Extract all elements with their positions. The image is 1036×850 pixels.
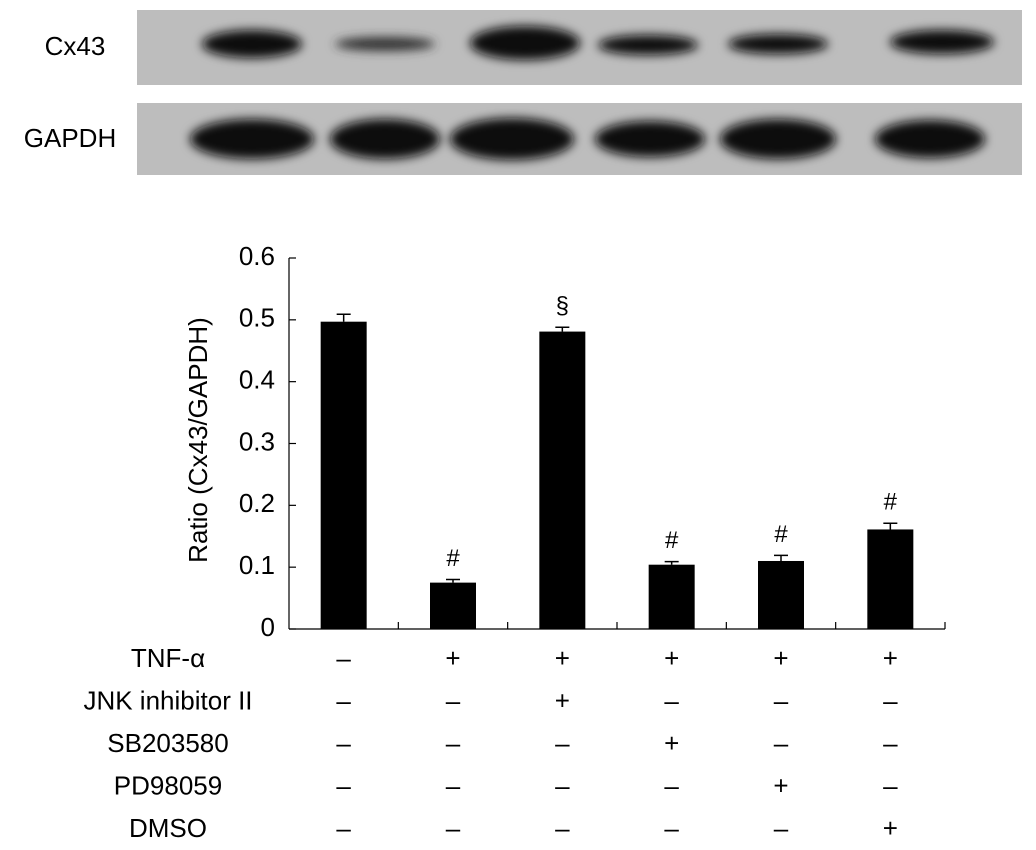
treatment-sign: –	[555, 770, 570, 800]
error-bar	[336, 313, 351, 322]
significance-mark: #	[665, 527, 679, 554]
treatment-sign: +	[445, 643, 460, 673]
y-tick-label: 0.2	[239, 488, 275, 518]
treatment-sign: +	[883, 643, 898, 673]
treatment-sign: –	[336, 728, 351, 758]
treatment-sign: –	[664, 770, 679, 800]
treatment-sign: –	[446, 728, 461, 758]
treatment-sign: +	[664, 728, 679, 758]
treatment-sign: –	[774, 813, 789, 843]
treatment-label: PD98059	[114, 770, 222, 800]
y-tick-label: 0.5	[239, 303, 275, 333]
error-bar	[774, 554, 788, 561]
treatment-sign: –	[446, 813, 461, 843]
blot-cx43	[137, 10, 1022, 85]
treatment-sign: –	[336, 685, 351, 715]
treatment-sign: –	[664, 685, 679, 715]
treatment-sign: –	[336, 770, 351, 800]
y-tick-label: 0.1	[239, 550, 275, 580]
bar	[430, 582, 476, 629]
bar	[320, 321, 367, 629]
significance-mark: §	[556, 293, 569, 320]
bar	[867, 529, 914, 629]
treatment-sign: –	[664, 813, 679, 843]
y-tick-label: 0.3	[239, 426, 275, 456]
treatment-sign: –	[883, 728, 898, 758]
y-axis-label: Ratio (Cx43/GAPDH)	[183, 317, 213, 563]
blot-label: GAPDH	[24, 123, 116, 153]
treatment-label: SB203580	[107, 728, 228, 758]
treatment-sign: –	[774, 728, 789, 758]
significance-mark: #	[446, 545, 460, 572]
bar	[539, 331, 586, 629]
treatment-sign: –	[555, 813, 570, 843]
treatment-label: JNK inhibitor II	[83, 685, 252, 715]
treatment-sign: +	[883, 813, 898, 843]
treatment-sign: –	[336, 813, 351, 843]
treatment-sign: +	[555, 685, 570, 715]
blot-gapdh	[137, 103, 1022, 175]
treatment-sign: +	[773, 643, 788, 673]
error-bar	[883, 522, 898, 530]
bar	[648, 564, 695, 629]
error-bar	[446, 578, 460, 583]
treatment-sign: +	[555, 643, 570, 673]
significance-mark: #	[774, 521, 788, 548]
y-tick-label: 0.4	[239, 365, 275, 395]
blot-label: Cx43	[45, 31, 106, 61]
y-tick-label: 0.6	[239, 241, 275, 271]
error-bar	[664, 560, 679, 565]
treatment-label: TNF-α	[131, 643, 205, 673]
treatment-sign: –	[336, 643, 351, 673]
bar	[758, 560, 804, 629]
y-tick-label: 0	[261, 612, 275, 642]
treatment-sign: +	[664, 643, 679, 673]
treatment-sign: –	[446, 685, 461, 715]
significance-mark: #	[884, 489, 898, 516]
error-bar	[555, 326, 570, 332]
treatment-label: DMSO	[129, 813, 207, 843]
treatment-sign: –	[446, 770, 461, 800]
treatment-sign: +	[773, 770, 788, 800]
treatment-sign: –	[555, 728, 570, 758]
treatment-sign: –	[883, 770, 898, 800]
treatment-sign: –	[883, 685, 898, 715]
treatment-sign: –	[774, 685, 789, 715]
